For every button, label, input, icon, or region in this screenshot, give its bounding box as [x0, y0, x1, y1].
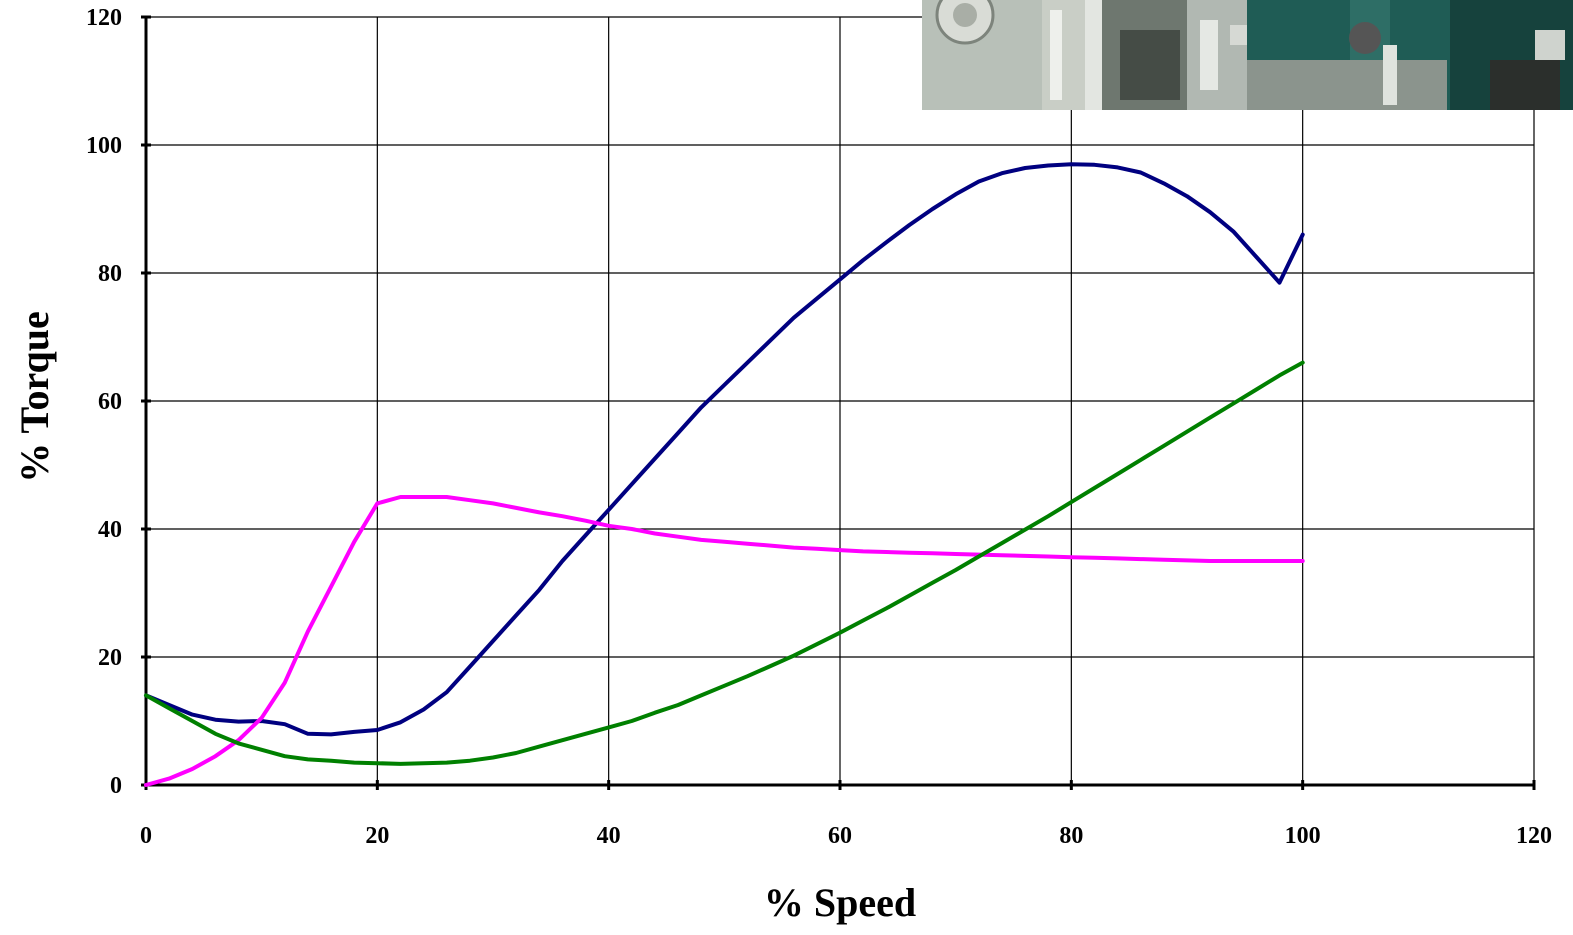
series-layer: [144, 162, 1305, 787]
x-tick-label-100: 100: [1285, 823, 1321, 849]
y-tick-label-0: 0: [110, 773, 122, 799]
equipment-photo: [922, 0, 1573, 110]
y-tick-label-40: 40: [98, 517, 122, 543]
x-tick-label-120: 120: [1516, 823, 1552, 849]
y-tick-label-80: 80: [98, 261, 122, 287]
x-tick-label-20: 20: [365, 823, 389, 849]
x-tick-label-80: 80: [1059, 823, 1083, 849]
series-line-2: [144, 495, 1305, 787]
series-line-3: [144, 360, 1305, 766]
y-tick-label-20: 20: [98, 645, 122, 671]
grid-layer: [146, 16, 1535, 785]
axis-layer: [141, 15, 1536, 790]
y-tick-label-100: 100: [86, 133, 122, 159]
y-axis-title: % Torque: [12, 311, 57, 483]
y-tick-label-60: 60: [98, 389, 122, 415]
series-line-1: [144, 162, 1305, 737]
x-tick-label-0: 0: [140, 823, 152, 849]
label-layer: 0 20 40 60 80 100 120 0 20 40 60 80 100 120: [86, 5, 1552, 849]
x-tick-label-40: 40: [597, 823, 621, 849]
y-tick-label-120: 120: [86, 5, 122, 31]
x-tick-label-60: 60: [828, 823, 852, 849]
x-axis-title: % Speed: [764, 880, 916, 925]
